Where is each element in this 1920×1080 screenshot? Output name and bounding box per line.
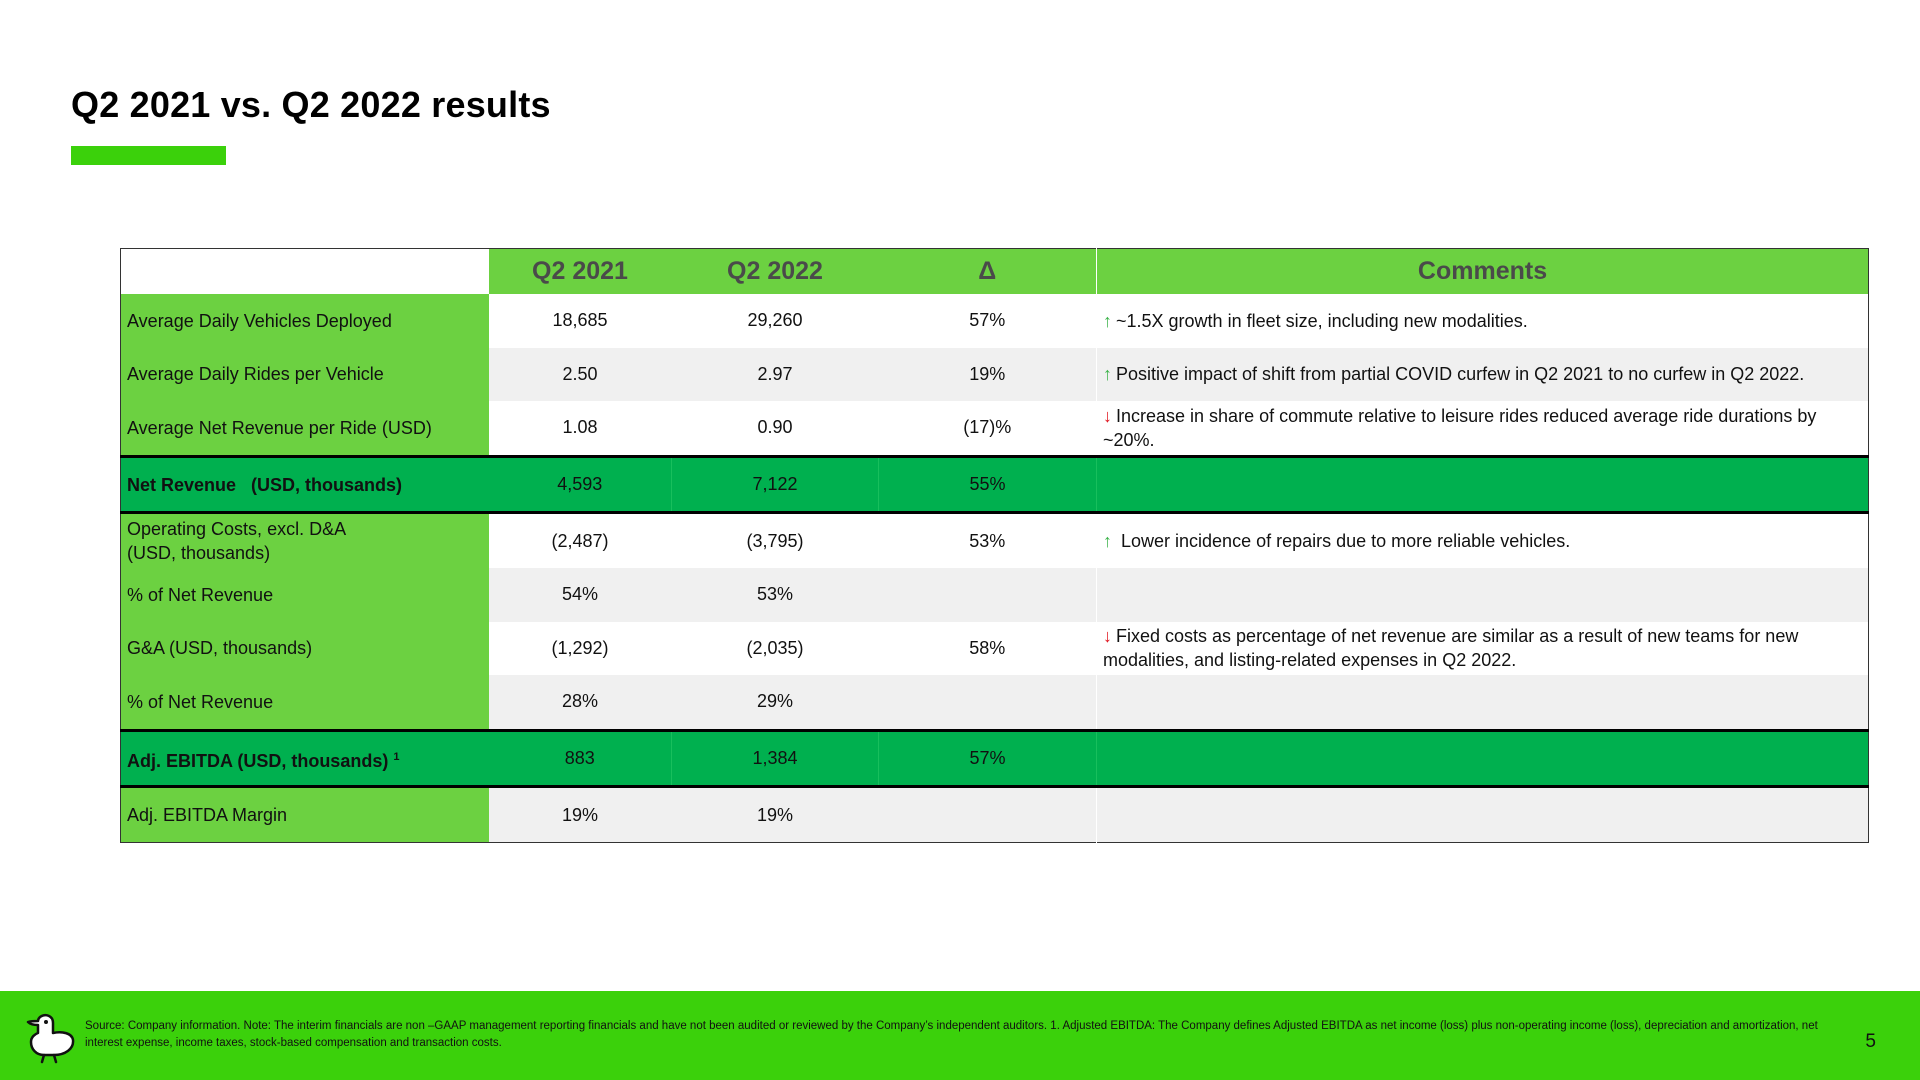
q2-2021-value: (2,487) [488,512,672,568]
row-label: % of Net Revenue [120,567,489,622]
header-comments: Comments [1096,248,1869,294]
duck-mascot-icon [26,1014,75,1064]
table-row: % of Net Revenue 28% 29% [120,675,1869,731]
delta-value: 55% [878,456,1097,513]
q2-2021-value: 883 [488,730,672,787]
q2-2022-value: (2,035) [671,621,879,676]
delta-value: (17)% [878,401,1097,457]
comment-text: ~1.5X growth in fleet size, including ne… [1116,310,1528,331]
row-label: Net Revenue (USD, thousands) [120,456,489,513]
table-row-highlight: Adj. EBITDA (USD, thousands) 1 883 1,384… [120,730,1869,787]
row-label: % of Net Revenue [120,675,489,731]
row-label-line2: (USD, thousands) [127,543,271,564]
q2-2022-value: 19% [671,786,879,843]
comment-cell: ↑ Positive impact of shift from partial C… [1096,347,1869,402]
table-row-highlight: Net Revenue (USD, thousands) 4,593 7,122… [120,456,1869,513]
q2-2022-value: 0.90 [671,401,879,457]
delta-value [878,567,1097,622]
row-label: Average Daily Vehicles Deployed [120,294,489,348]
slide-title: Q2 2021 vs. Q2 2022 results [71,84,551,125]
page-number: 5 [1865,1031,1876,1052]
table-row: Average Daily Vehicles Deployed 18,685 2… [120,294,1869,348]
table-row: G&A (USD, thousands) (1,292) (2,035) 58%… [120,621,1869,676]
row-label-line1: Operating Costs, excl. D&A [127,519,347,540]
q2-2021-value: 2.50 [488,347,672,402]
comment-cell: ↑ ~1.5X growth in fleet size, including n… [1096,294,1869,348]
footer-source-note: Source: Company information. Note: The i… [85,1020,1818,1049]
delta-value: 57% [878,294,1097,348]
delta-value [878,675,1097,731]
delta-value [878,786,1097,843]
footer-bar: Source: Company information. Note: The i… [0,991,1920,1080]
row-label: Adj. EBITDA (USD, thousands) 1 [120,730,489,787]
arrow-up-icon: ↑ [1103,310,1112,331]
delta-value: 57% [878,730,1097,787]
footnote-marker: 1 [393,750,400,763]
q2-2022-value: (3,795) [671,512,879,568]
table-row: Average Daily Rides per Vehicle 2.50 2.9… [120,347,1869,402]
comment-text: Lower incidence of repairs due to more r… [1116,531,1571,552]
comment-cell: ↑ Lower incidence of repairs due to more… [1096,512,1869,568]
delta-value: 58% [878,621,1097,676]
q2-2021-value: (1,292) [488,621,672,676]
q2-2021-value: 19% [488,786,672,843]
q2-2021-value: 1.08 [488,401,672,457]
q2-2021-value: 4,593 [488,456,672,513]
row-label: Average Daily Rides per Vehicle [120,347,489,402]
arrow-up-icon: ↑ [1103,531,1112,552]
table-row: Adj. EBITDA Margin 19% 19% [120,786,1869,843]
comment-cell [1096,675,1869,731]
header-blank-cell [120,248,489,294]
table-header-row: Q2 2021 Q2 2022 Δ Comments [120,248,1869,294]
row-label: Operating Costs, excl. D&A (USD, thousand… [120,512,489,568]
comment-cell [1096,730,1869,787]
comment-cell: ↓ Increase in share of commute relative t… [1096,401,1869,457]
table-row: Average Net Revenue per Ride (USD) 1.08 … [120,401,1869,457]
comment-text: Fixed costs as percentage of net revenue… [1103,626,1799,671]
comment-text: Positive impact of shift from partial CO… [1116,364,1805,385]
title-accent-bar [71,146,226,165]
arrow-down-icon: ↓ [1103,405,1112,426]
q2-2021-value: 54% [488,567,672,622]
q2-2022-value: 7,122 [671,456,879,513]
q2-2021-value: 18,685 [488,294,672,348]
delta-value: 53% [878,512,1097,568]
comment-cell [1096,456,1869,513]
q2-2022-value: 2.97 [671,347,879,402]
header-q2-2022: Q2 2022 [671,248,879,294]
comment-cell [1096,567,1869,622]
arrow-up-icon: ↑ [1103,364,1112,385]
row-label: G&A (USD, thousands) [120,621,489,676]
comment-cell: ↓ Fixed costs as percentage of net revenu… [1096,621,1869,676]
q2-2022-value: 1,384 [671,730,879,787]
table-row: Operating Costs, excl. D&A (USD, thousand… [120,512,1869,568]
row-label: Adj. EBITDA Margin [120,786,489,843]
row-label-text: Adj. EBITDA (USD, thousands) [127,750,389,771]
header-delta: Δ [878,248,1097,294]
q2-2022-value: 53% [671,567,879,622]
q2-2021-value: 28% [488,675,672,731]
delta-value: 19% [878,347,1097,402]
q2-2022-value: 29,260 [671,294,879,348]
header-q2-2021: Q2 2021 [488,248,672,294]
results-table: Q2 2021 Q2 2022 Δ Comments Average Daily… [120,248,1869,843]
row-label: Average Net Revenue per Ride (USD) [120,401,489,457]
comment-cell [1096,786,1869,843]
comment-text: Increase in share of commute relative to… [1103,405,1817,450]
q2-2022-value: 29% [671,675,879,731]
table-row: % of Net Revenue 54% 53% [120,567,1869,622]
arrow-down-icon: ↓ [1103,626,1112,647]
